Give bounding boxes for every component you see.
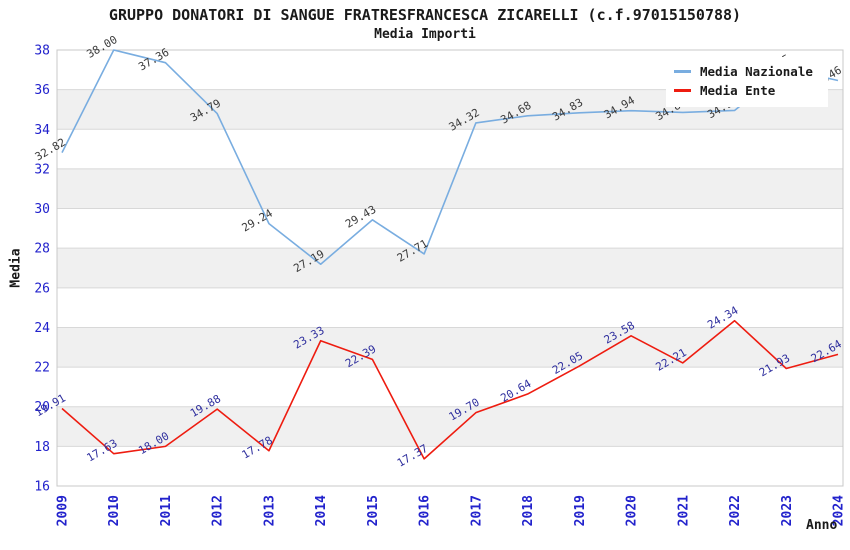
y-tick-label: 16 — [34, 480, 50, 495]
plot-band — [57, 129, 843, 169]
x-tick-label: 2010 — [107, 495, 122, 526]
y-tick-label: 24 — [34, 321, 50, 336]
x-axis-title: Anno — [806, 518, 838, 533]
y-tick-label: 26 — [34, 281, 50, 296]
media-nazionale-line-swatch — [674, 70, 691, 73]
x-tick-label: 2011 — [159, 495, 174, 526]
x-tick-label: 2024 — [832, 495, 847, 526]
plot-band — [57, 248, 843, 288]
y-tick-label: 20 — [34, 400, 50, 415]
legend-item-media-ente: Media Ente — [674, 81, 820, 100]
x-tick-label: 2018 — [521, 495, 536, 526]
x-tick-label: 2022 — [728, 495, 743, 526]
y-tick-label: 36 — [34, 83, 50, 98]
legend-item-media-nazionale: Media Nazionale — [674, 62, 820, 81]
x-tick-label: 2013 — [262, 495, 277, 526]
x-tick-label: 2017 — [469, 495, 484, 526]
x-axis-tick-labels: 2009 2010 2011 2012 2013 2014 2015 2016 2017 2018… — [56, 495, 847, 526]
x-tick-label: 2014 — [314, 495, 329, 526]
legend-label-media-ente: Media Ente — [700, 83, 776, 98]
x-tick-label: 2021 — [676, 495, 691, 526]
y-tick-label: 34 — [34, 123, 50, 138]
plot-band — [57, 208, 843, 249]
series-line-media-nazionale — [61, 49, 839, 266]
y-tick-label: 28 — [34, 242, 50, 257]
legend-label-media-nazionale: Media Nazionale — [700, 64, 813, 79]
legend: Media Nazionale Media Ente — [666, 57, 828, 107]
y-tick-label: 30 — [34, 202, 50, 217]
x-tick-label: 2012 — [211, 495, 226, 526]
y-tick-label: 22 — [34, 361, 50, 376]
x-tick-label: 2019 — [573, 495, 588, 526]
y-axis-tick-labels: 16 18 20 22 24 26 28 30 32 34 36 38 — [34, 44, 50, 495]
y-tick-label: 32 — [34, 162, 50, 177]
plot-band — [57, 327, 843, 368]
y-axis-title: Media — [8, 248, 24, 288]
plot-bands — [57, 50, 843, 486]
media-ente-line-swatch — [674, 89, 691, 92]
series-line-media-ente — [61, 319, 839, 460]
chart-subtitle: Media Importi — [374, 27, 476, 42]
x-tick-label: 2023 — [780, 495, 795, 526]
y-tick-label: 18 — [34, 440, 50, 455]
x-tick-label: 2020 — [625, 495, 640, 526]
y-tick-label: 38 — [34, 44, 50, 59]
plot-band — [57, 287, 843, 328]
plot-band — [57, 406, 843, 447]
x-tick-label: 2016 — [418, 495, 433, 526]
x-tick-label: 2009 — [56, 495, 71, 526]
chart-title: GRUPPO DONATORI DI SANGUE FRATRESFRANCES… — [108, 6, 742, 24]
plot-band — [57, 446, 843, 486]
x-tick-label: 2015 — [366, 495, 381, 526]
plot-border — [56, 49, 844, 487]
plot-band — [57, 367, 843, 407]
